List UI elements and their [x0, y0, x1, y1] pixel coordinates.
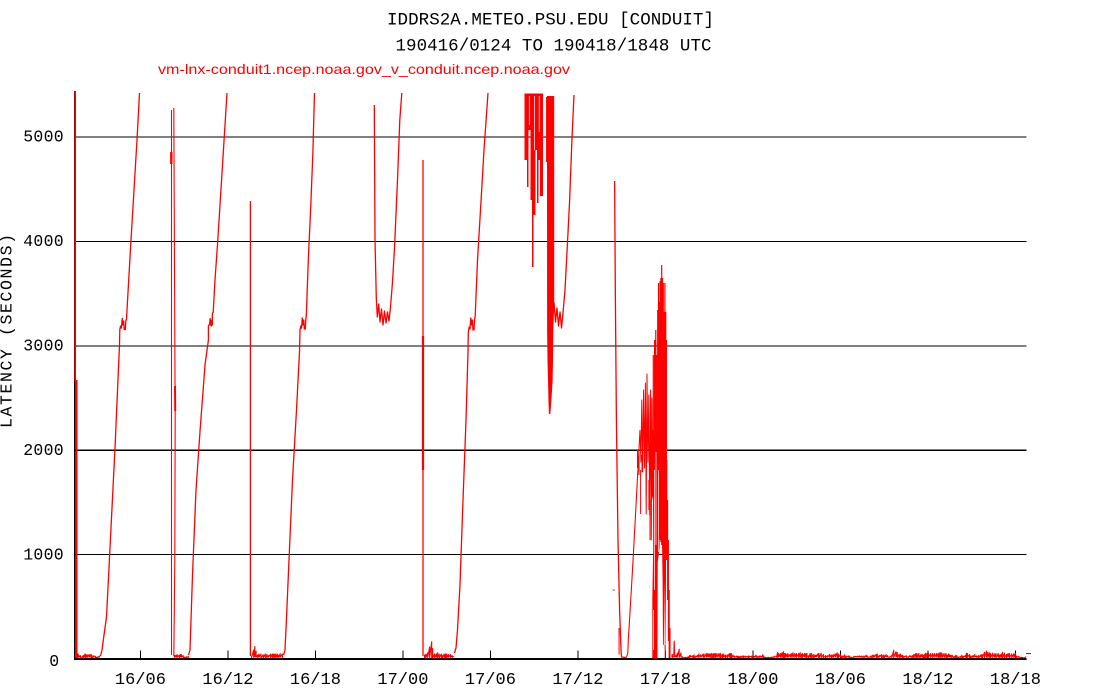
svg-text:16/06: 16/06: [115, 671, 166, 690]
svg-text:18/12: 18/12: [902, 671, 953, 690]
svg-text:16/18: 16/18: [290, 671, 341, 690]
svg-text:18/00: 18/00: [727, 671, 778, 690]
svg-text:2000: 2000: [23, 441, 64, 460]
svg-text:18/18: 18/18: [990, 671, 1041, 690]
svg-text:IDDRS2A.METEO.PSU.EDU [CONDUIT: IDDRS2A.METEO.PSU.EDU [CONDUIT]: [387, 11, 714, 31]
svg-text:17/00: 17/00: [377, 671, 428, 690]
svg-text:LATENCY (SECONDS): LATENCY (SECONDS): [0, 234, 17, 428]
svg-text:1000: 1000: [23, 545, 64, 564]
svg-text:5000: 5000: [23, 128, 64, 147]
svg-text:17/12: 17/12: [552, 671, 603, 690]
svg-text:16/12: 16/12: [202, 671, 253, 690]
svg-text:3000: 3000: [23, 337, 64, 356]
svg-text:190416/0124 TO 190418/1848 UTC: 190416/0124 TO 190418/1848 UTC: [396, 37, 712, 57]
svg-text:0: 0: [49, 652, 59, 671]
svg-text:17/18: 17/18: [640, 671, 691, 690]
svg-text:4000: 4000: [23, 232, 64, 251]
svg-text:18/06: 18/06: [815, 671, 866, 690]
svg-text:17/06: 17/06: [465, 671, 516, 690]
svg-text:vm-lnx-conduit1.ncep.noaa.gov_: vm-lnx-conduit1.ncep.noaa.gov_v_conduit.…: [158, 61, 570, 77]
